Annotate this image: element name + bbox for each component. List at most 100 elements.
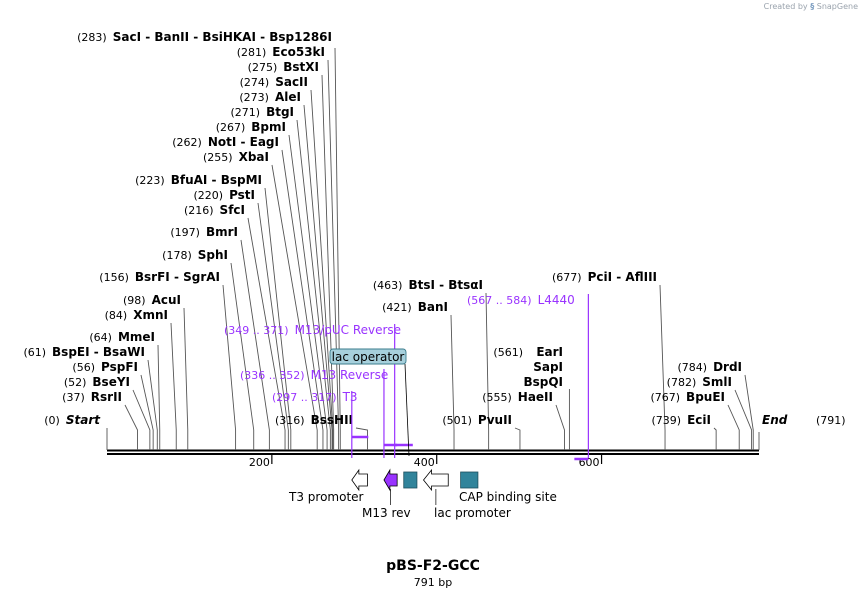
restriction-site: DrdI (784) — [677, 360, 754, 450]
site-name: SfcI — [220, 203, 245, 217]
restriction-site: SfcI (216) — [184, 203, 286, 450]
restriction-site: BtgI (271) — [230, 105, 331, 450]
restriction-site: PciI - AflIII (677) — [552, 270, 666, 450]
restriction-site: BanI (421) — [382, 300, 455, 450]
site-position: (784) — [677, 361, 707, 374]
site-name: SacII — [275, 75, 308, 89]
feature-label: CAP binding site — [459, 490, 557, 504]
site-name: EarI — [536, 345, 563, 359]
site-position: (178) — [162, 249, 192, 262]
restriction-site: BtsI - BtsαI (463) — [373, 278, 490, 450]
site-line — [140, 374, 154, 450]
primer-name: T3 — [342, 390, 358, 404]
site-position: (197) — [170, 226, 200, 239]
site-name: XmnI — [133, 308, 168, 322]
site-line — [555, 404, 565, 450]
site-name: PspFI — [101, 360, 138, 374]
primer: (567 .. 584) L4440 — [467, 293, 589, 461]
restriction-site: NotI - EagI (262) — [172, 135, 324, 450]
primer-name: L4440 — [538, 293, 575, 307]
site-line — [514, 427, 521, 450]
site-position: (791) — [816, 414, 846, 427]
site-name: BsrFI - SgrAI — [135, 270, 220, 284]
restriction-site: MmeI (64) — [89, 330, 161, 450]
plasmid-length: 791 bp — [413, 576, 453, 589]
site-position: (274) — [240, 76, 270, 89]
restriction-site: AcuI (98) — [123, 293, 189, 450]
site-position: (220) — [193, 189, 223, 202]
site-position: (262) — [172, 136, 202, 149]
site-name: EciI — [687, 413, 711, 427]
site-line — [744, 374, 754, 450]
restriction-site: PspFI (56) — [72, 360, 154, 450]
site-line — [734, 389, 753, 450]
site-name: HaeII — [518, 390, 553, 404]
site-line — [713, 427, 717, 450]
axis-tick-label: 200 — [249, 456, 270, 469]
site-name: BssHII — [311, 413, 353, 427]
site-line — [170, 322, 177, 450]
site-name: SphI — [198, 248, 228, 262]
restriction-site: BpuEI (767) — [650, 390, 740, 450]
site-name: BtgI — [266, 105, 294, 119]
site-line — [296, 119, 331, 450]
site-line — [157, 344, 161, 450]
feature-callout — [329, 348, 407, 365]
site-position: (281) — [237, 46, 267, 59]
feature: lac promoter — [423, 468, 511, 520]
site-position: (255) — [203, 151, 233, 164]
site-name: MmeI — [118, 330, 155, 344]
site-name: BseYI — [92, 375, 130, 389]
feature-arrow — [383, 468, 398, 492]
site-line — [222, 284, 237, 450]
site-position: (56) — [72, 361, 95, 374]
site-name: NotI - EagI — [208, 135, 279, 149]
site-name: Start — [66, 413, 101, 427]
site-name: BspQI — [523, 375, 563, 389]
site-line — [183, 307, 189, 450]
restriction-site: PvuII (501) — [442, 413, 521, 450]
site-position: (421) — [382, 301, 412, 314]
site-position: (782) — [667, 376, 697, 389]
restriction-site: BseYI (52) — [64, 375, 151, 450]
site-position: (0) — [44, 414, 60, 427]
restriction-site: EciI (739) — [652, 413, 717, 450]
site-line — [264, 187, 292, 450]
site-position: (84) — [105, 309, 128, 322]
primer-range: (336 .. 352) — [240, 369, 305, 382]
restriction-site: Eco53kI (281) — [237, 45, 340, 450]
site-line — [659, 284, 666, 450]
site-name: BfuAI - BspMI — [171, 173, 262, 187]
site-position: (555) — [482, 391, 512, 404]
site-line — [132, 389, 151, 450]
primer-range: (297 .. 317) — [272, 391, 337, 404]
site-position: (64) — [89, 331, 112, 344]
site-line — [247, 217, 286, 450]
site-position: (273) — [239, 91, 269, 104]
site-name: AcuI — [152, 293, 181, 307]
site-position: (283) — [77, 31, 107, 44]
site-line — [321, 74, 335, 450]
site-line — [288, 134, 328, 450]
site-name: RsrII — [91, 390, 122, 404]
feature-label: M13 rev — [362, 506, 411, 520]
site-name: XbaI — [239, 150, 269, 164]
site-name: Eco53kI — [272, 45, 325, 59]
site-position: (561) — [493, 346, 523, 359]
site-name: SacI - BanII - BsiHKAI - Bsp1286I — [113, 30, 332, 44]
restriction-site: SacI - BanII - BsiHKAI - Bsp1286I (283) — [77, 30, 341, 450]
site-line — [240, 239, 270, 450]
site-name: SmlI — [702, 375, 732, 389]
feature-label: lac operator — [332, 350, 405, 364]
feature: lac operator — [329, 348, 418, 489]
primer-name: M13 Reverse — [311, 368, 389, 382]
site-position: (156) — [99, 271, 129, 284]
snapgene-watermark: Created by § SnapGene — [764, 2, 858, 11]
site-line — [147, 359, 158, 450]
site-name: SapI — [533, 360, 563, 374]
site-position: (767) — [650, 391, 680, 404]
restriction-site: SacII (274) — [240, 75, 334, 450]
site-line — [727, 404, 740, 450]
